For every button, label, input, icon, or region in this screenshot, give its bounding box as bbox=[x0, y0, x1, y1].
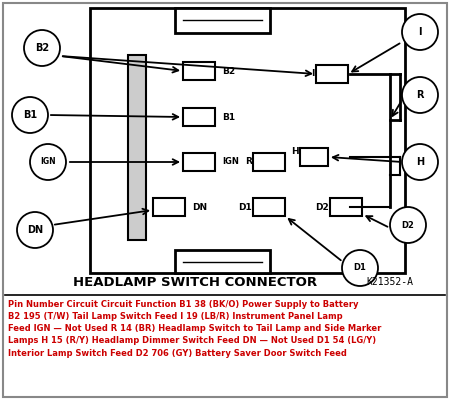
Text: IGN: IGN bbox=[222, 158, 239, 166]
Circle shape bbox=[12, 97, 48, 133]
Circle shape bbox=[390, 207, 426, 243]
Circle shape bbox=[342, 250, 378, 286]
Text: D2: D2 bbox=[401, 220, 414, 230]
Circle shape bbox=[17, 212, 53, 248]
Text: Pin Number Circuit Circuit Function B1 38 (BK/O) Power Supply to Battery
B2 195 : Pin Number Circuit Circuit Function B1 3… bbox=[8, 300, 382, 358]
Bar bbox=[90, 8, 405, 273]
Text: R: R bbox=[416, 90, 424, 100]
Bar bbox=[128, 55, 146, 240]
Text: R: R bbox=[245, 158, 252, 166]
Bar bbox=[183, 108, 215, 126]
Text: B2: B2 bbox=[222, 66, 235, 76]
Text: IGN: IGN bbox=[40, 158, 56, 166]
Bar bbox=[175, 250, 270, 273]
Text: B1: B1 bbox=[23, 110, 37, 120]
Bar bbox=[183, 153, 215, 171]
Text: D2: D2 bbox=[315, 202, 329, 212]
Circle shape bbox=[24, 30, 60, 66]
Text: HEADLAMP SWITCH CONNECTOR: HEADLAMP SWITCH CONNECTOR bbox=[73, 276, 317, 288]
Text: I: I bbox=[311, 70, 315, 78]
Text: B2: B2 bbox=[35, 43, 49, 53]
Bar bbox=[253, 198, 285, 216]
Text: H: H bbox=[292, 148, 299, 156]
Bar bbox=[183, 62, 215, 80]
Text: I: I bbox=[418, 27, 422, 37]
Text: DN: DN bbox=[192, 202, 207, 212]
Bar bbox=[153, 198, 185, 216]
Text: H: H bbox=[416, 157, 424, 167]
Bar bbox=[330, 198, 362, 216]
Text: K21352-A: K21352-A bbox=[366, 277, 414, 287]
Circle shape bbox=[402, 77, 438, 113]
Text: D1: D1 bbox=[238, 202, 252, 212]
Bar bbox=[175, 8, 270, 33]
Circle shape bbox=[402, 14, 438, 50]
Text: DN: DN bbox=[27, 225, 43, 235]
Bar bbox=[300, 148, 328, 166]
Circle shape bbox=[30, 144, 66, 180]
Text: D1: D1 bbox=[354, 264, 366, 272]
Circle shape bbox=[402, 144, 438, 180]
Text: B1: B1 bbox=[222, 112, 235, 122]
Bar bbox=[316, 65, 348, 83]
Bar bbox=[253, 153, 285, 171]
